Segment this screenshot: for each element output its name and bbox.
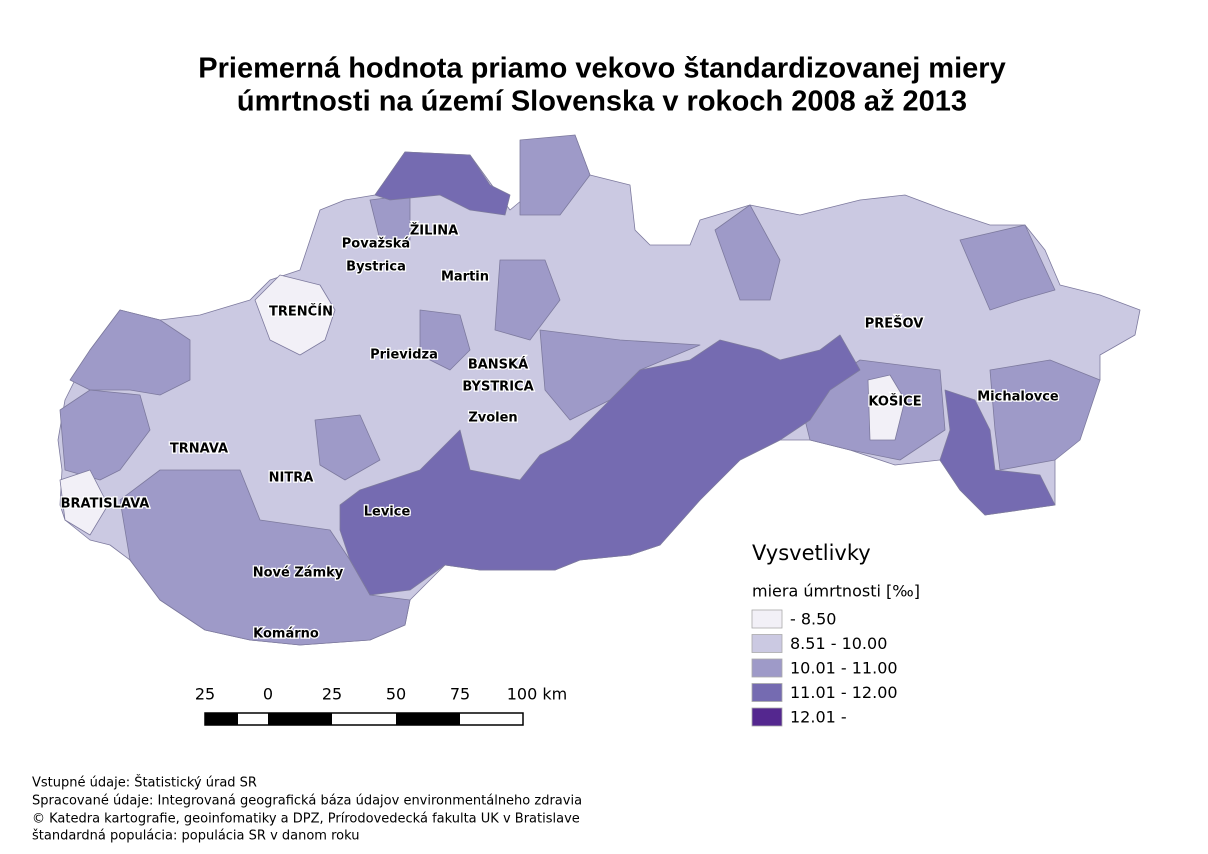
title-line: úmrtnosti na území Slovenska v rokoch 20…: [237, 86, 967, 118]
legend-label: 10.01 - 11.00: [790, 659, 898, 678]
place-label: Martin: [441, 270, 489, 285]
footer-line: Spracované údaje: Integrovaná geografick…: [32, 794, 582, 809]
legend-title: Vysvetlivky: [752, 541, 871, 565]
place-label: TRENČÍN: [269, 304, 333, 320]
place-label: Nové Zámky: [253, 566, 344, 581]
place-label: Prievidza: [370, 348, 438, 363]
footer-line: štandardná populácia: populácia SR v dan…: [32, 829, 359, 844]
legend-swatch: [751, 634, 783, 653]
scale-frame: [204, 712, 524, 726]
legend-swatch: [751, 683, 783, 702]
scale-label: 50: [386, 685, 406, 704]
map: [57, 134, 1141, 646]
region: [69, 309, 191, 396]
scale-label: 100 km: [507, 685, 567, 704]
region: [989, 359, 1101, 471]
scale-label: 25: [322, 685, 342, 704]
place-label: BANSKÁ: [468, 357, 528, 373]
legend-label: 12.01 -: [790, 708, 847, 727]
region: [59, 389, 151, 481]
place-label: NITRA: [269, 471, 314, 486]
scale-label: 25: [195, 685, 215, 704]
footer-line: Vstupné údaje: Štatistický úrad SR: [32, 775, 257, 791]
legend-swatch: [751, 707, 783, 727]
place-label: Levice: [364, 505, 411, 520]
legend-subtitle: miera úmrtnosti [‰]: [752, 582, 920, 601]
place-label: TRNAVA: [170, 442, 228, 457]
place-label: Považská: [342, 237, 410, 252]
scale-segment: [205, 713, 238, 725]
title-line: Priemerná hodnota priamo vekovo štandard…: [198, 53, 1005, 85]
scale-label: 0: [263, 685, 273, 704]
scale-bar: 25 0 25 50 75 100 km: [195, 685, 567, 726]
place-label: Bystrica: [346, 260, 406, 275]
scale-segment: [396, 713, 460, 725]
scale-label: 75: [450, 685, 470, 704]
region: [494, 259, 561, 341]
place-labels: ŽILINA Považská Bystrica Martin TRENČÍN …: [59, 221, 1060, 643]
place-label: Michalovce: [977, 390, 1059, 405]
region: [314, 414, 381, 481]
footer: Vstupné údaje: Štatistický úrad SR Sprac…: [32, 775, 582, 844]
region: [374, 151, 511, 216]
place-label: PREŠOV: [865, 316, 924, 332]
place-label: BRATISLAVA: [61, 497, 150, 512]
region: [714, 204, 781, 301]
region: [119, 469, 411, 646]
legend-label: - 8.50: [790, 610, 836, 629]
region: [519, 134, 591, 216]
place-label: Zvolen: [468, 411, 517, 426]
place-label: Komárno: [253, 627, 319, 642]
region: [939, 389, 1056, 516]
region: [254, 274, 336, 356]
region: [959, 224, 1056, 311]
place-label: ŽILINA: [410, 223, 458, 239]
scale-segment: [268, 713, 332, 725]
region: [419, 309, 471, 371]
legend-label: 11.01 - 12.00: [790, 683, 898, 702]
legend-swatch: [751, 609, 783, 629]
place-label: KOŠICE: [868, 394, 921, 410]
region: [339, 334, 861, 596]
legend: Vysvetlivky miera úmrtnosti [‰] - 8.50 8.…: [751, 541, 920, 727]
footer-line: © Katedra kartografie, geoinfomatiky a D…: [32, 812, 580, 827]
place-label: BYSTRICA: [462, 380, 533, 395]
region: [59, 469, 109, 536]
legend-swatch: [751, 658, 783, 678]
region: [867, 374, 906, 441]
legend-label: 8.51 - 10.00: [790, 634, 887, 653]
